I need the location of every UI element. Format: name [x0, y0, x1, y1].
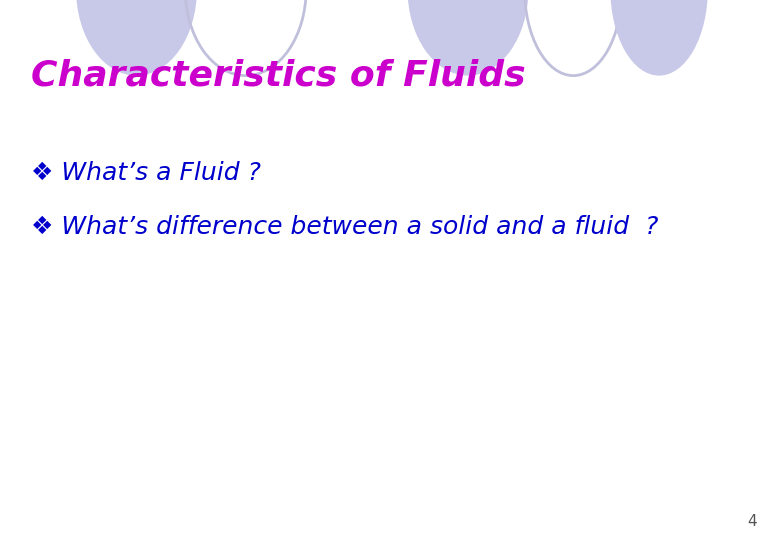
Text: ❖ What’s a Fluid ?: ❖ What’s a Fluid ?: [31, 161, 261, 185]
Text: Characteristics of Fluids: Characteristics of Fluids: [31, 59, 526, 92]
Text: 4: 4: [747, 514, 757, 529]
Ellipse shape: [407, 0, 529, 76]
Ellipse shape: [76, 0, 197, 76]
Ellipse shape: [610, 0, 708, 76]
Text: ❖ What’s difference between a solid and a fluid  ?: ❖ What’s difference between a solid and …: [31, 215, 658, 239]
